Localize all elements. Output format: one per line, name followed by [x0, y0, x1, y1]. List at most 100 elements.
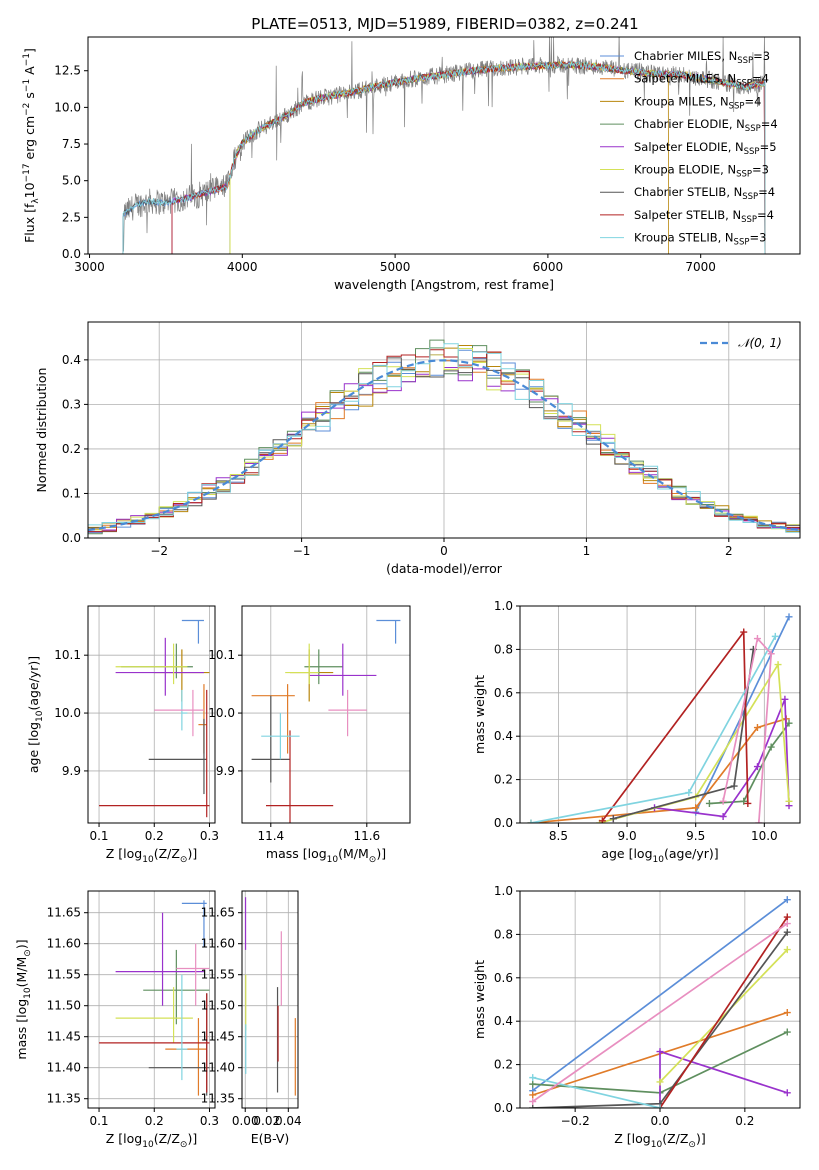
y-tick-label: 9.9	[62, 764, 81, 778]
legend-entry-count: =3	[752, 163, 769, 177]
mass-vs-ebv-axes: 0.000.020.04 11.35 11.40 11.45 11.50 11.55 11.…	[201, 890, 302, 1146]
y-axis-label-part: −1	[22, 53, 32, 66]
age-vs-z-frame	[87, 605, 216, 824]
y-axis-label-part: λ	[31, 198, 41, 204]
y-tick-label: 11.65	[201, 906, 235, 920]
x-axis-label: age [log10(age/yr)]	[601, 846, 718, 865]
mass-weight-marker	[744, 799, 752, 807]
x-tick-label: −0.2	[561, 1114, 590, 1128]
x-axis-label-part: 10	[651, 1140, 663, 1150]
mass-weight-marker	[783, 1028, 791, 1036]
mass-weight-marker	[705, 799, 713, 807]
x-tick-label: 7000	[685, 260, 716, 274]
histogram-series	[88, 343, 800, 533]
y-tick-label: 0.3	[62, 397, 81, 411]
y-tick-label: 11.60	[201, 937, 235, 951]
mass-weight-marker	[771, 632, 779, 640]
mass-weight-vs-age-plot-area	[527, 613, 793, 823]
x-axis-label: Z [log10(Z/Z⊙)]	[106, 1131, 197, 1150]
mass-weight-marker	[692, 804, 700, 812]
x-tick-label: 0.2	[735, 1114, 754, 1128]
y-tick-label: 10.0	[54, 100, 81, 114]
x-tick-label: 11.6	[353, 829, 380, 843]
mass-weight-marker	[783, 946, 791, 954]
mass-weight-line	[694, 616, 790, 813]
spectrum-plot-area	[122, 37, 766, 254]
model-spectrum-line	[229, 60, 669, 254]
x-axis-label-part: (age/yr)]	[664, 846, 719, 861]
legend-entry-sub: SSP	[737, 56, 753, 66]
mass-weight-marker	[609, 815, 617, 823]
x-axis-label-part: age [log	[601, 846, 652, 861]
mass-vs-z-plot-area	[99, 900, 210, 1096]
x-axis-label-part: )]	[376, 846, 386, 861]
x-tick-label: 0.02	[253, 1114, 280, 1128]
residual-histogram-plot-area	[88, 339, 800, 535]
age-vs-mass-panel: 11.4 11.6 9.9 10.0 10.1 mass [log10(M/M⊙)]	[208, 605, 411, 865]
y-axis-label: mass weight	[472, 960, 487, 1039]
legend-entry: Salpeter STELIB, NSSP=4	[634, 208, 774, 225]
y-tick-label: 0.2	[494, 773, 513, 787]
x-axis-label: (data-model)/error	[386, 561, 503, 576]
x-tick-label: 9.5	[686, 829, 705, 843]
y-tick-label: 11.50	[201, 999, 235, 1013]
legend-entry-name: Chabrier STELIB, N	[634, 185, 742, 199]
y-tick-label: 0.1	[62, 486, 81, 500]
y-tick-label: 9.9	[216, 764, 235, 778]
y-tick-label: 0.4	[494, 729, 513, 743]
x-axis-label-part: )]	[187, 846, 197, 861]
mass-weight-marker	[685, 789, 693, 797]
y-tick-label: 0.4	[494, 1014, 513, 1028]
y-tick-label: 1.0	[494, 599, 513, 613]
mass-weight-marker	[783, 896, 791, 904]
legend-entry-count: =3	[753, 49, 770, 63]
y-axis-label: mass [log10(M/M⊙)]	[14, 939, 33, 1059]
model-spectrum-line	[229, 60, 766, 254]
y-axis-label-part: s	[22, 92, 37, 103]
y-tick-label: 0.0	[62, 531, 81, 545]
y-tick-label: 0.4	[62, 353, 81, 367]
x-axis-label-part: 10	[653, 855, 665, 865]
x-tick-label: 11.4	[257, 829, 284, 843]
mass-weight-marker	[656, 1104, 664, 1108]
x-tick-label: 0.0	[650, 1114, 669, 1128]
y-axis-label-part: 10	[23, 987, 33, 999]
x-tick-label: 0	[440, 544, 448, 558]
mass-weight-marker	[774, 661, 782, 669]
y-tick-label: 0.0	[62, 247, 81, 261]
y-tick-label: 11.40	[47, 1061, 81, 1075]
y-axis-label-part: ⊙	[23, 949, 33, 957]
y-tick-label: 10.1	[208, 648, 235, 662]
y-tick-label: 12.5	[54, 64, 81, 78]
x-axis-label: mass [log10(M/M⊙)]	[266, 846, 386, 865]
x-tick-label: 0.2	[145, 829, 164, 843]
mass-weight-marker	[785, 613, 793, 621]
residual-histogram-axes: −2 −1 0 1 2 0.0 0.1 0.2 0.3 0.4 (data-model)/error…	[34, 321, 801, 576]
x-axis-label-part: 10	[327, 855, 339, 865]
legend-entry-name: Kroupa ELODIE, N	[634, 163, 736, 177]
mass-vs-ebv-plot-area	[244, 897, 296, 1096]
x-tick-label: 0.2	[145, 1114, 164, 1128]
y-tick-label: 0.6	[494, 971, 513, 985]
legend-entry-name: Chabrier ELODIE, N	[634, 117, 745, 131]
y-axis-label-part: −2	[22, 103, 32, 116]
mass-weight-vs-age-frame	[519, 605, 801, 824]
y-axis-label-part: A	[22, 66, 37, 79]
x-tick-label: 0.00	[232, 1114, 259, 1128]
mass-weight-marker	[529, 1091, 537, 1099]
y-tick-label: 11.55	[201, 968, 235, 982]
x-tick-label: 10.0	[751, 829, 778, 843]
age-vs-mass-plot-area	[251, 619, 401, 823]
residual-histogram-panel: −2 −1 0 1 2 0.0 0.1 0.2 0.3 0.4 (data-model)/error…	[34, 321, 801, 576]
legend-entry-count: =4	[744, 94, 761, 108]
y-tick-label: 7.5	[62, 137, 81, 151]
mass-weight-vs-age-axes: 8.5 9.0 9.5 10.0 0.0 0.2 0.4 0.6 0.8 1.0 age [log1…	[472, 599, 801, 865]
x-tick-label: 8.5	[549, 829, 568, 843]
mass-weight-marker	[656, 1078, 664, 1086]
x-tick-label: 2	[725, 544, 733, 558]
mass-weight-marker	[740, 628, 748, 636]
y-axis-label-part: (age/yr)]	[26, 656, 41, 711]
mass-weight-marker	[730, 782, 738, 790]
legend-entry-name: Kroupa STELIB, N	[634, 231, 734, 245]
